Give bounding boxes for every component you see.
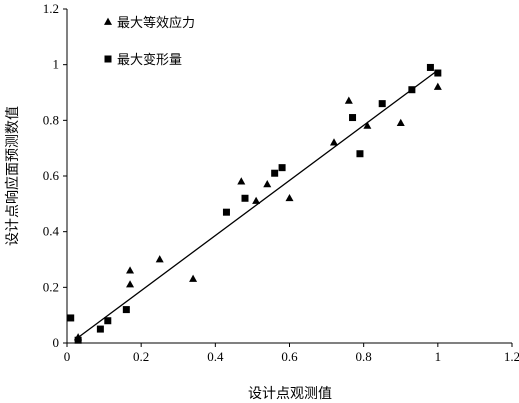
deformation-point: [241, 194, 249, 202]
deformation-point: [67, 314, 75, 322]
deformation-point: [426, 63, 434, 71]
deformation-point: [222, 208, 230, 216]
stress-point: [237, 177, 246, 185]
y-tick-label: 0.4: [43, 224, 60, 239]
stress-point: [433, 82, 442, 90]
legend-marker-stress: [104, 17, 112, 25]
deformation-point: [356, 150, 364, 158]
y-tick-label: 0.6: [43, 168, 60, 183]
stress-point: [189, 274, 198, 282]
x-tick-label: 0.2: [133, 349, 149, 364]
y-tick-label: 0.8: [43, 112, 59, 127]
stress-point: [330, 138, 338, 146]
deformation-point: [408, 86, 416, 94]
legend-label-stress: 最大等效应力: [117, 15, 195, 31]
y-tick-label: 0.2: [43, 279, 59, 294]
stress-point: [396, 118, 405, 126]
x-tick-label: 1: [435, 349, 442, 364]
stress-point: [155, 255, 164, 263]
deformation-point: [378, 100, 386, 108]
tick-labels: 0 0.2 0.4 0.6 0.8 1 1.2 0 0.2 0.4 0.6 0.8 1 1.2: [43, 1, 519, 364]
trendline-group: [74, 69, 439, 341]
deformation-point: [96, 325, 104, 333]
x-tick-label: 0.8: [356, 349, 372, 364]
deformation-point: [434, 69, 442, 77]
deformation-point: [271, 169, 279, 177]
stress-point: [344, 96, 353, 104]
x-tick-label: 0.4: [207, 349, 224, 364]
stress-point: [263, 180, 272, 188]
y-tick-label: 1: [53, 57, 60, 72]
y-tick-label: 0: [53, 335, 60, 350]
deformation-point: [122, 306, 130, 314]
deformation-point: [349, 114, 357, 122]
stress-point: [252, 196, 261, 204]
stress-point: [126, 280, 135, 288]
stress-point: [285, 193, 294, 202]
legend-marker-deformation: [104, 55, 112, 63]
stress-point: [363, 121, 372, 129]
deformation-point: [74, 336, 82, 344]
x-tick-label: 0: [64, 349, 71, 364]
x-tick-label: 0.6: [281, 349, 298, 364]
trendline: [74, 69, 439, 341]
y-axis-title: 设计点响应面预测数值: [4, 106, 21, 246]
data-points: [67, 63, 442, 344]
stress-point: [126, 266, 135, 274]
legend-label-deformation: 最大变形量: [117, 52, 182, 68]
x-axis-title: 设计点观测值: [248, 386, 332, 402]
deformation-point: [104, 317, 112, 325]
deformation-point: [278, 164, 286, 172]
x-tick-label: 1.2: [504, 349, 519, 364]
y-tick-label: 1.2: [43, 1, 59, 16]
